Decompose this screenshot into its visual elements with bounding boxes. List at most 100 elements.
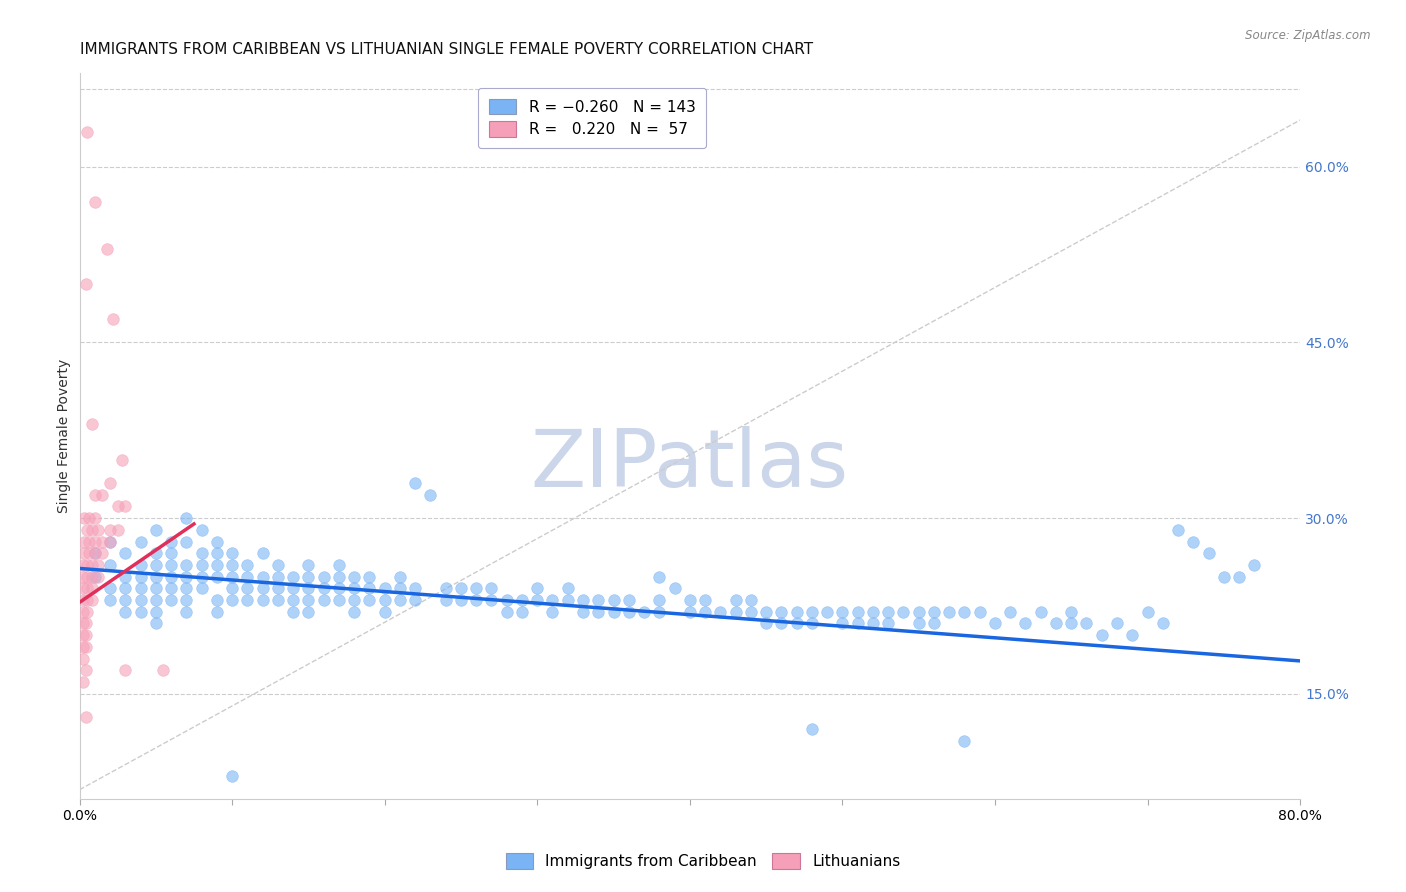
Point <box>281 593 304 607</box>
Point <box>129 569 152 583</box>
Legend: R = −0.260   N = 143, R =   0.220   N =  57: R = −0.260 N = 143, R = 0.220 N = 57 <box>478 88 706 147</box>
Point <box>72 569 94 583</box>
Point <box>91 546 114 560</box>
Point <box>205 569 228 583</box>
Point <box>1152 616 1174 631</box>
Point <box>267 593 290 607</box>
Point <box>221 569 243 583</box>
Point <box>160 534 183 549</box>
Point <box>1105 616 1128 631</box>
Point <box>236 593 259 607</box>
Point <box>800 605 823 619</box>
Point <box>679 605 702 619</box>
Point <box>73 511 96 525</box>
Point <box>1014 616 1036 631</box>
Point <box>770 605 793 619</box>
Point <box>252 546 274 560</box>
Point <box>72 628 94 642</box>
Point <box>145 558 167 572</box>
Point <box>75 628 97 642</box>
Point <box>221 582 243 596</box>
Point <box>664 582 686 596</box>
Point <box>1243 558 1265 572</box>
Point <box>205 534 228 549</box>
Point <box>953 733 976 747</box>
Point <box>1076 616 1098 631</box>
Point <box>786 616 808 631</box>
Point <box>1167 523 1189 537</box>
Point <box>359 569 381 583</box>
Point <box>91 488 114 502</box>
Point <box>1029 605 1052 619</box>
Point <box>76 593 98 607</box>
Point <box>740 605 762 619</box>
Point <box>374 605 396 619</box>
Point <box>80 582 103 596</box>
Point <box>83 569 105 583</box>
Point <box>907 616 929 631</box>
Point <box>755 605 778 619</box>
Point <box>404 593 426 607</box>
Point <box>129 558 152 572</box>
Point <box>80 417 103 432</box>
Text: IMMIGRANTS FROM CARIBBEAN VS LITHUANIAN SINGLE FEMALE POVERTY CORRELATION CHART: IMMIGRANTS FROM CARIBBEAN VS LITHUANIAN … <box>80 42 813 57</box>
Point <box>98 593 121 607</box>
Point <box>846 605 869 619</box>
Point <box>374 593 396 607</box>
Point <box>281 582 304 596</box>
Point <box>526 582 548 596</box>
Point <box>1121 628 1143 642</box>
Point <box>205 593 228 607</box>
Point <box>83 511 105 525</box>
Point <box>281 605 304 619</box>
Point <box>145 523 167 537</box>
Point <box>343 605 366 619</box>
Point <box>312 593 335 607</box>
Point <box>679 593 702 607</box>
Point <box>176 569 198 583</box>
Point <box>73 534 96 549</box>
Point <box>83 546 105 560</box>
Legend: Immigrants from Caribbean, Lithuanians: Immigrants from Caribbean, Lithuanians <box>499 847 907 875</box>
Point <box>633 605 655 619</box>
Text: Source: ZipAtlas.com: Source: ZipAtlas.com <box>1246 29 1371 42</box>
Point <box>648 569 671 583</box>
Point <box>404 475 426 490</box>
Point <box>176 593 198 607</box>
Point <box>76 125 98 139</box>
Point <box>343 569 366 583</box>
Point <box>87 558 110 572</box>
Point <box>76 558 98 572</box>
Point <box>75 663 97 677</box>
Point <box>846 616 869 631</box>
Point <box>374 582 396 596</box>
Point <box>80 569 103 583</box>
Point <box>267 558 290 572</box>
Point <box>969 605 991 619</box>
Point <box>160 569 183 583</box>
Point <box>129 593 152 607</box>
Point <box>877 616 900 631</box>
Point <box>252 593 274 607</box>
Point <box>87 523 110 537</box>
Point <box>98 475 121 490</box>
Point <box>72 593 94 607</box>
Point <box>312 582 335 596</box>
Point <box>922 616 945 631</box>
Point <box>190 582 212 596</box>
Point <box>831 605 853 619</box>
Point <box>1045 616 1067 631</box>
Point <box>98 582 121 596</box>
Point <box>862 616 884 631</box>
Point <box>176 582 198 596</box>
Text: ZIPatlas: ZIPatlas <box>530 426 849 504</box>
Point <box>76 569 98 583</box>
Point <box>75 640 97 654</box>
Point <box>107 500 129 514</box>
Point <box>98 534 121 549</box>
Point <box>145 546 167 560</box>
Point <box>922 605 945 619</box>
Point <box>72 675 94 690</box>
Point <box>343 593 366 607</box>
Point <box>998 605 1021 619</box>
